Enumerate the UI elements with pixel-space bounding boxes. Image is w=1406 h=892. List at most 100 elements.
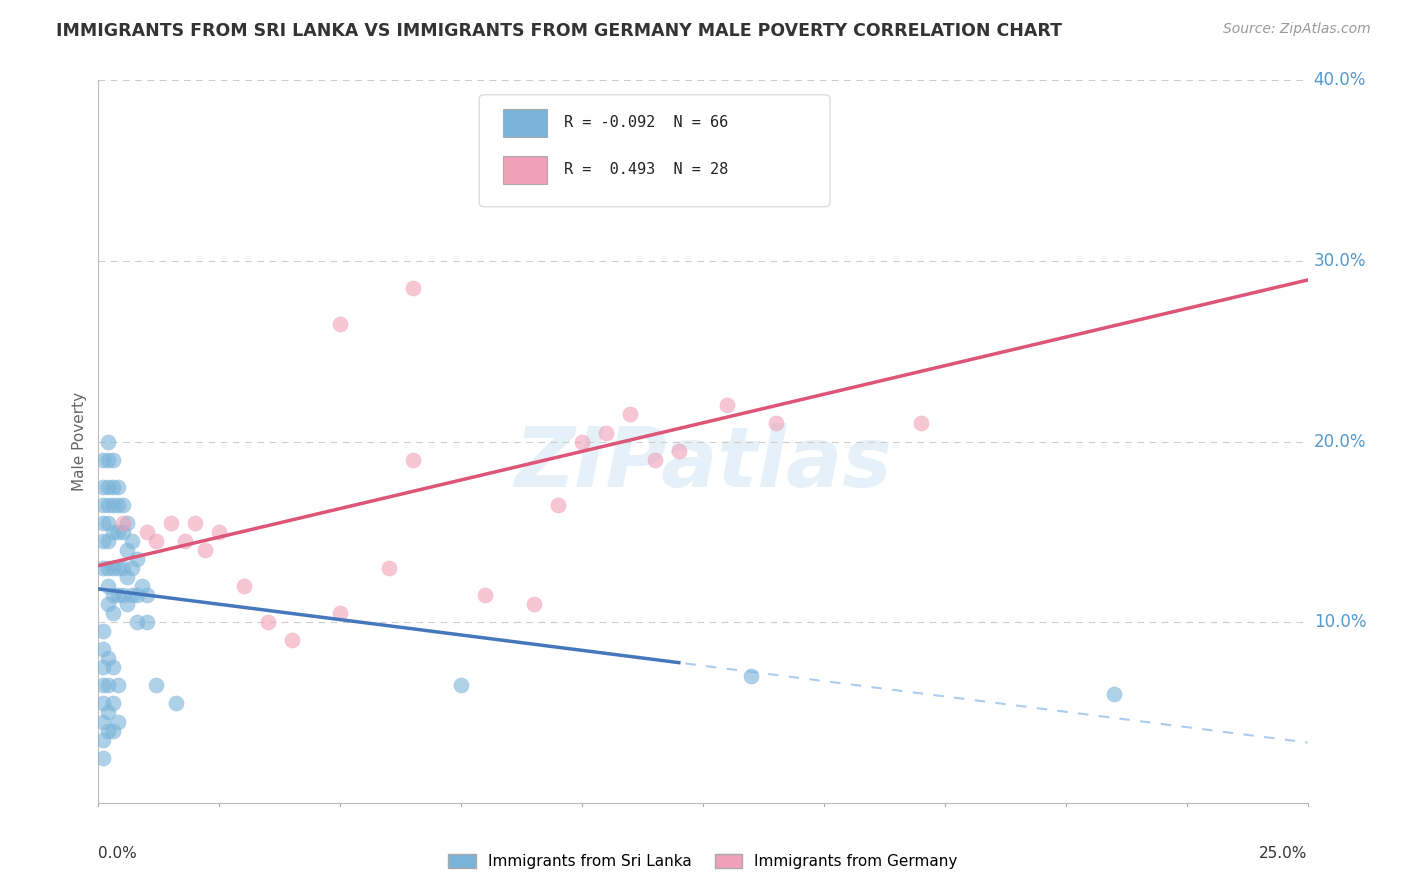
Text: 20.0%: 20.0% — [1313, 433, 1367, 450]
Point — [101, 480, 124, 494]
Point — [97, 452, 120, 467]
Point — [117, 570, 139, 584]
Point — [91, 624, 114, 639]
Point — [117, 597, 139, 611]
Point — [111, 561, 134, 575]
Point — [101, 588, 124, 602]
Point — [111, 524, 134, 539]
Point — [910, 417, 932, 431]
Point — [101, 723, 124, 738]
Point — [91, 697, 114, 711]
Point — [194, 542, 217, 557]
Point — [160, 516, 183, 530]
Point — [135, 588, 157, 602]
Point — [402, 452, 425, 467]
Point — [127, 588, 149, 602]
Y-axis label: Male Poverty: Male Poverty — [72, 392, 87, 491]
Point — [644, 452, 666, 467]
Text: 30.0%: 30.0% — [1313, 252, 1367, 270]
Point — [91, 516, 114, 530]
FancyBboxPatch shape — [503, 109, 547, 136]
Point — [232, 579, 254, 593]
Point — [765, 417, 787, 431]
Point — [101, 660, 124, 674]
Point — [619, 154, 641, 169]
Text: Source: ZipAtlas.com: Source: ZipAtlas.com — [1223, 22, 1371, 37]
Point — [1102, 687, 1125, 701]
Point — [91, 480, 114, 494]
FancyBboxPatch shape — [479, 95, 830, 207]
Point — [174, 533, 197, 548]
Point — [450, 678, 472, 692]
Point — [91, 498, 114, 512]
Text: R =  0.493  N = 28: R = 0.493 N = 28 — [564, 162, 728, 178]
Point — [377, 561, 399, 575]
Point — [145, 678, 167, 692]
Point — [740, 669, 762, 683]
Text: 0.0%: 0.0% — [98, 847, 138, 861]
Point — [111, 498, 134, 512]
Text: 10.0%: 10.0% — [1313, 613, 1367, 632]
Point — [97, 434, 120, 449]
Point — [91, 642, 114, 657]
Point — [101, 606, 124, 620]
Point — [101, 498, 124, 512]
Point — [329, 606, 352, 620]
Point — [91, 561, 114, 575]
Point — [107, 524, 129, 539]
Point — [117, 542, 139, 557]
Point — [107, 498, 129, 512]
Point — [256, 615, 278, 630]
Point — [402, 281, 425, 295]
Point — [619, 408, 641, 422]
Point — [97, 579, 120, 593]
Point — [91, 750, 114, 764]
Point — [668, 443, 690, 458]
Point — [121, 533, 143, 548]
Point — [97, 651, 120, 665]
Text: 40.0%: 40.0% — [1313, 71, 1367, 89]
Point — [121, 588, 143, 602]
Point — [97, 480, 120, 494]
Point — [91, 678, 114, 692]
Point — [97, 706, 120, 720]
Point — [101, 697, 124, 711]
Text: 25.0%: 25.0% — [1260, 847, 1308, 861]
Legend: Immigrants from Sri Lanka, Immigrants from Germany: Immigrants from Sri Lanka, Immigrants fr… — [441, 848, 965, 875]
Text: R = -0.092  N = 66: R = -0.092 N = 66 — [564, 115, 728, 130]
Point — [184, 516, 207, 530]
Point — [107, 714, 129, 729]
Point — [97, 678, 120, 692]
Point — [716, 398, 738, 412]
Point — [97, 561, 120, 575]
Point — [547, 498, 569, 512]
Point — [97, 723, 120, 738]
Point — [117, 516, 139, 530]
Point — [101, 561, 124, 575]
Point — [111, 516, 134, 530]
Point — [595, 425, 617, 440]
Point — [97, 498, 120, 512]
Point — [107, 480, 129, 494]
Point — [107, 588, 129, 602]
Point — [135, 524, 157, 539]
Point — [121, 561, 143, 575]
Point — [91, 452, 114, 467]
Point — [131, 579, 153, 593]
Point — [101, 524, 124, 539]
Point — [281, 633, 304, 648]
Point — [127, 552, 149, 566]
Point — [107, 561, 129, 575]
Point — [474, 588, 496, 602]
Point — [111, 588, 134, 602]
Point — [127, 615, 149, 630]
Point — [97, 597, 120, 611]
Point — [97, 533, 120, 548]
Point — [145, 533, 167, 548]
Text: IMMIGRANTS FROM SRI LANKA VS IMMIGRANTS FROM GERMANY MALE POVERTY CORRELATION CH: IMMIGRANTS FROM SRI LANKA VS IMMIGRANTS … — [56, 22, 1063, 40]
Text: ZIPatlas: ZIPatlas — [515, 423, 891, 504]
Point — [571, 434, 593, 449]
Point — [107, 678, 129, 692]
Point — [91, 732, 114, 747]
Point — [101, 452, 124, 467]
